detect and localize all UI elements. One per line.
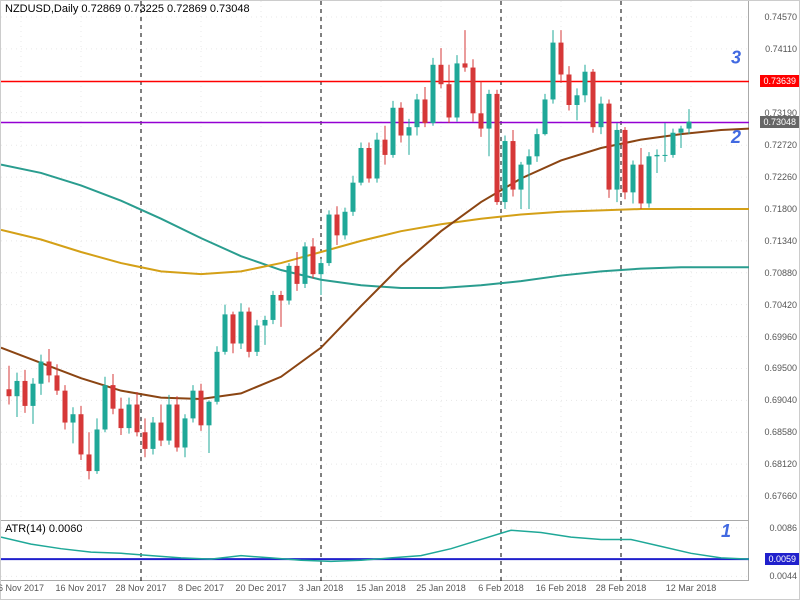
svg-text:3: 3 [731,47,741,67]
main-chart-svg: 32 [1,1,749,521]
ohlc-label: 0.72869 0.73225 0.72869 0.73048 [81,3,249,15]
svg-text:2: 2 [730,127,741,147]
price-axis: 0.676600.681200.685800.690400.695000.699… [749,1,800,521]
time-axis: 6 Nov 201716 Nov 201728 Nov 20178 Dec 20… [1,581,749,601]
atr-indicator-chart[interactable]: ATR(14) 0.0060 1 [1,521,749,581]
indicator-svg: 1 [1,521,749,581]
symbol-label: NZDUSD,Daily [5,3,78,15]
indicator-axis: 0.00440.00590.00860.0059 [749,521,800,581]
chart-title: NZDUSD,Daily 0.72869 0.73225 0.72869 0.7… [5,3,250,15]
main-price-chart[interactable]: 32 [1,1,749,521]
svg-text:1: 1 [721,521,731,541]
chart-container: NZDUSD,Daily 0.72869 0.73225 0.72869 0.7… [0,0,800,600]
